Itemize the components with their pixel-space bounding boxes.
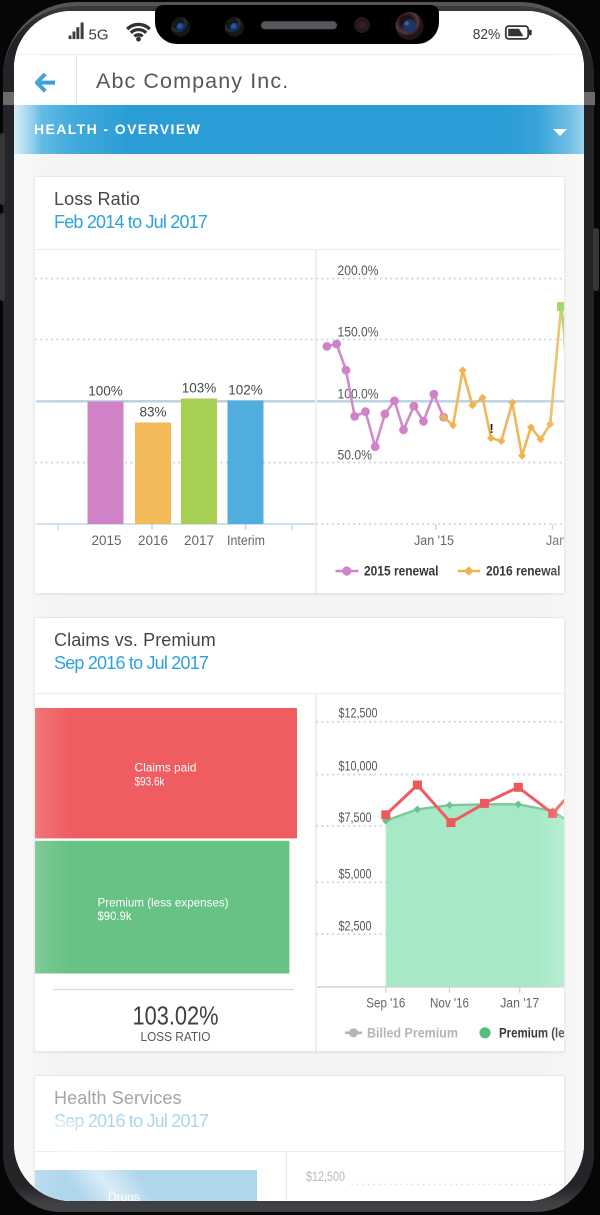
svg-text:$10,000: $10,000 xyxy=(339,759,378,774)
svg-text:$2,500: $2,500 xyxy=(339,919,372,934)
svg-text:Billed Premium: Billed Premium xyxy=(367,1025,458,1040)
svg-text:$90.9k: $90.9k xyxy=(98,909,133,923)
svg-text:83%: 83% xyxy=(139,405,166,420)
svg-text:2016: 2016 xyxy=(138,533,168,548)
svg-text:Interim: Interim xyxy=(227,533,265,548)
svg-text:Drugs: Drugs xyxy=(108,1190,140,1201)
svg-text:5G: 5G xyxy=(89,27,109,44)
svg-text:$93.6k: $93.6k xyxy=(135,775,166,789)
svg-text:Premium (les: Premium (les xyxy=(499,1025,564,1040)
svg-text:Jan '16: Jan '16 xyxy=(546,533,564,548)
svg-text:Sep '16: Sep '16 xyxy=(366,996,405,1011)
svg-text:50.0%: 50.0% xyxy=(338,448,373,463)
svg-text:$5,000: $5,000 xyxy=(339,867,372,882)
svg-text:150.0%: 150.0% xyxy=(338,325,379,340)
svg-text:!: ! xyxy=(489,421,493,436)
svg-text:$7,500: $7,500 xyxy=(339,810,372,825)
svg-text:102%: 102% xyxy=(228,383,263,398)
svg-text:Jan '15: Jan '15 xyxy=(414,533,454,548)
svg-text:200.0%: 200.0% xyxy=(338,263,379,278)
svg-text:103.02%: 103.02% xyxy=(133,1000,219,1030)
svg-text:2017: 2017 xyxy=(184,533,214,548)
svg-text:Jan '17: Jan '17 xyxy=(500,996,539,1011)
svg-text:2016 renewal: 2016 renewal xyxy=(486,564,561,579)
svg-text:100%: 100% xyxy=(88,384,123,399)
svg-text:2015 renewal: 2015 renewal xyxy=(364,564,439,579)
svg-text:Nov '16: Nov '16 xyxy=(430,996,469,1011)
svg-text:LOSS RATIO: LOSS RATIO xyxy=(141,1029,211,1044)
svg-text:$12,500: $12,500 xyxy=(339,706,378,721)
svg-text:100.0%: 100.0% xyxy=(338,386,379,401)
svg-text:2015: 2015 xyxy=(92,533,122,548)
svg-text:Claims paid: Claims paid xyxy=(135,761,197,775)
svg-text:82%: 82% xyxy=(473,26,501,43)
svg-text:103%: 103% xyxy=(182,381,217,396)
svg-text:$12,500: $12,500 xyxy=(306,1169,345,1184)
svg-text:Premium (less expenses): Premium (less expenses) xyxy=(98,896,229,910)
